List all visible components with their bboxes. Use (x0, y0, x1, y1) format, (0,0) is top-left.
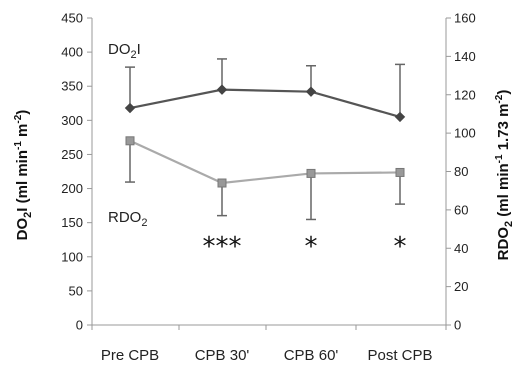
point-s0-0 (124, 102, 136, 114)
rdo2-label-main: RDO (108, 209, 141, 226)
left-tick-label-3: 150 (61, 215, 83, 230)
series-label-do2i: DO2I (108, 41, 141, 61)
left-tick-label-4: 200 (61, 181, 83, 196)
category-label-0: Pre CPB (101, 347, 159, 364)
right-tick-label-3: 60 (454, 202, 468, 217)
right-tick-label-7: 140 (454, 49, 476, 64)
category-label-3: Post CPB (367, 347, 432, 364)
left-title-mid: m (14, 124, 31, 142)
left-tick-label-6: 300 (61, 113, 83, 128)
right-tick-label-8: 160 (454, 11, 476, 26)
right-title-sub: 2 (503, 221, 515, 227)
right-title-mid: 1.73 m (495, 104, 512, 155)
point-s0-1 (216, 84, 228, 95)
point-s1-3 (395, 167, 405, 177)
point-s1-0 (125, 136, 135, 146)
right-title-sup2: -2 (494, 94, 505, 103)
point-s0-3 (394, 111, 406, 123)
right-title-rest: (ml min (495, 163, 512, 221)
right-axis-title: RDO2 (ml min-1 1.73 m-2) (494, 90, 515, 261)
axes (91, 18, 447, 330)
left-title-main: DO (14, 217, 31, 240)
left-title-sup2: -2 (13, 114, 24, 123)
significance-label-1: *** (203, 232, 242, 262)
right-title-end: ) (495, 90, 512, 95)
category-label-1: CPB 30' (195, 347, 250, 364)
right-title-main: RDO (495, 227, 512, 261)
category-label-2: CPB 60' (284, 347, 339, 364)
series-label-rdo2: RDO2 (108, 209, 147, 229)
rdo2-label-sub: 2 (141, 217, 147, 229)
left-tick-label-5: 250 (61, 147, 83, 162)
left-axis-title: DO2I (ml min-1 m-2) (13, 110, 34, 241)
right-tick-label-2: 40 (454, 241, 468, 256)
right-tick-label-4: 80 (454, 164, 468, 179)
series-line-1 (129, 139, 401, 185)
right-title-sup1: -1 (494, 154, 505, 163)
error-bars (125, 58, 405, 221)
series-lines (129, 88, 401, 185)
right-axis-ticks: 0 20 40 60 80 100 120 140 160 (446, 11, 476, 333)
significance-markers: *** * * (203, 232, 407, 262)
left-tick-label-2: 100 (61, 249, 83, 264)
series-line-0 (129, 88, 401, 118)
left-tick-label-1: 50 (69, 283, 83, 298)
do2i-label-main: DO (108, 41, 131, 58)
do2i-label-sub: 2 (131, 49, 137, 61)
left-title-sub: 2 (22, 212, 34, 218)
point-s1-1 (217, 178, 227, 188)
left-tick-label-7: 350 (61, 79, 83, 94)
category-labels: Pre CPB CPB 30' CPB 60' Post CPB (101, 347, 433, 364)
right-tick-label-0: 0 (454, 318, 461, 333)
left-tick-label-9: 450 (61, 11, 83, 26)
significance-label-3: * (394, 232, 407, 262)
left-axis-ticks: 0 50 100 150 200 250 300 350 400 450 (61, 11, 92, 333)
left-title-rest: I (ml min (14, 150, 31, 212)
left-tick-label-8: 400 (61, 45, 83, 60)
series-markers (124, 84, 406, 188)
left-title-end: ) (14, 110, 31, 115)
left-title-sup1: -1 (13, 141, 24, 150)
point-s0-2 (305, 86, 317, 97)
do2i-label-rest: I (137, 41, 141, 58)
left-tick-label-0: 0 (76, 318, 83, 333)
right-tick-label-5: 100 (454, 126, 476, 141)
right-tick-label-1: 20 (454, 279, 468, 294)
right-tick-label-6: 120 (454, 87, 476, 102)
point-s1-2 (306, 168, 316, 178)
significance-label-2: * (305, 232, 318, 262)
